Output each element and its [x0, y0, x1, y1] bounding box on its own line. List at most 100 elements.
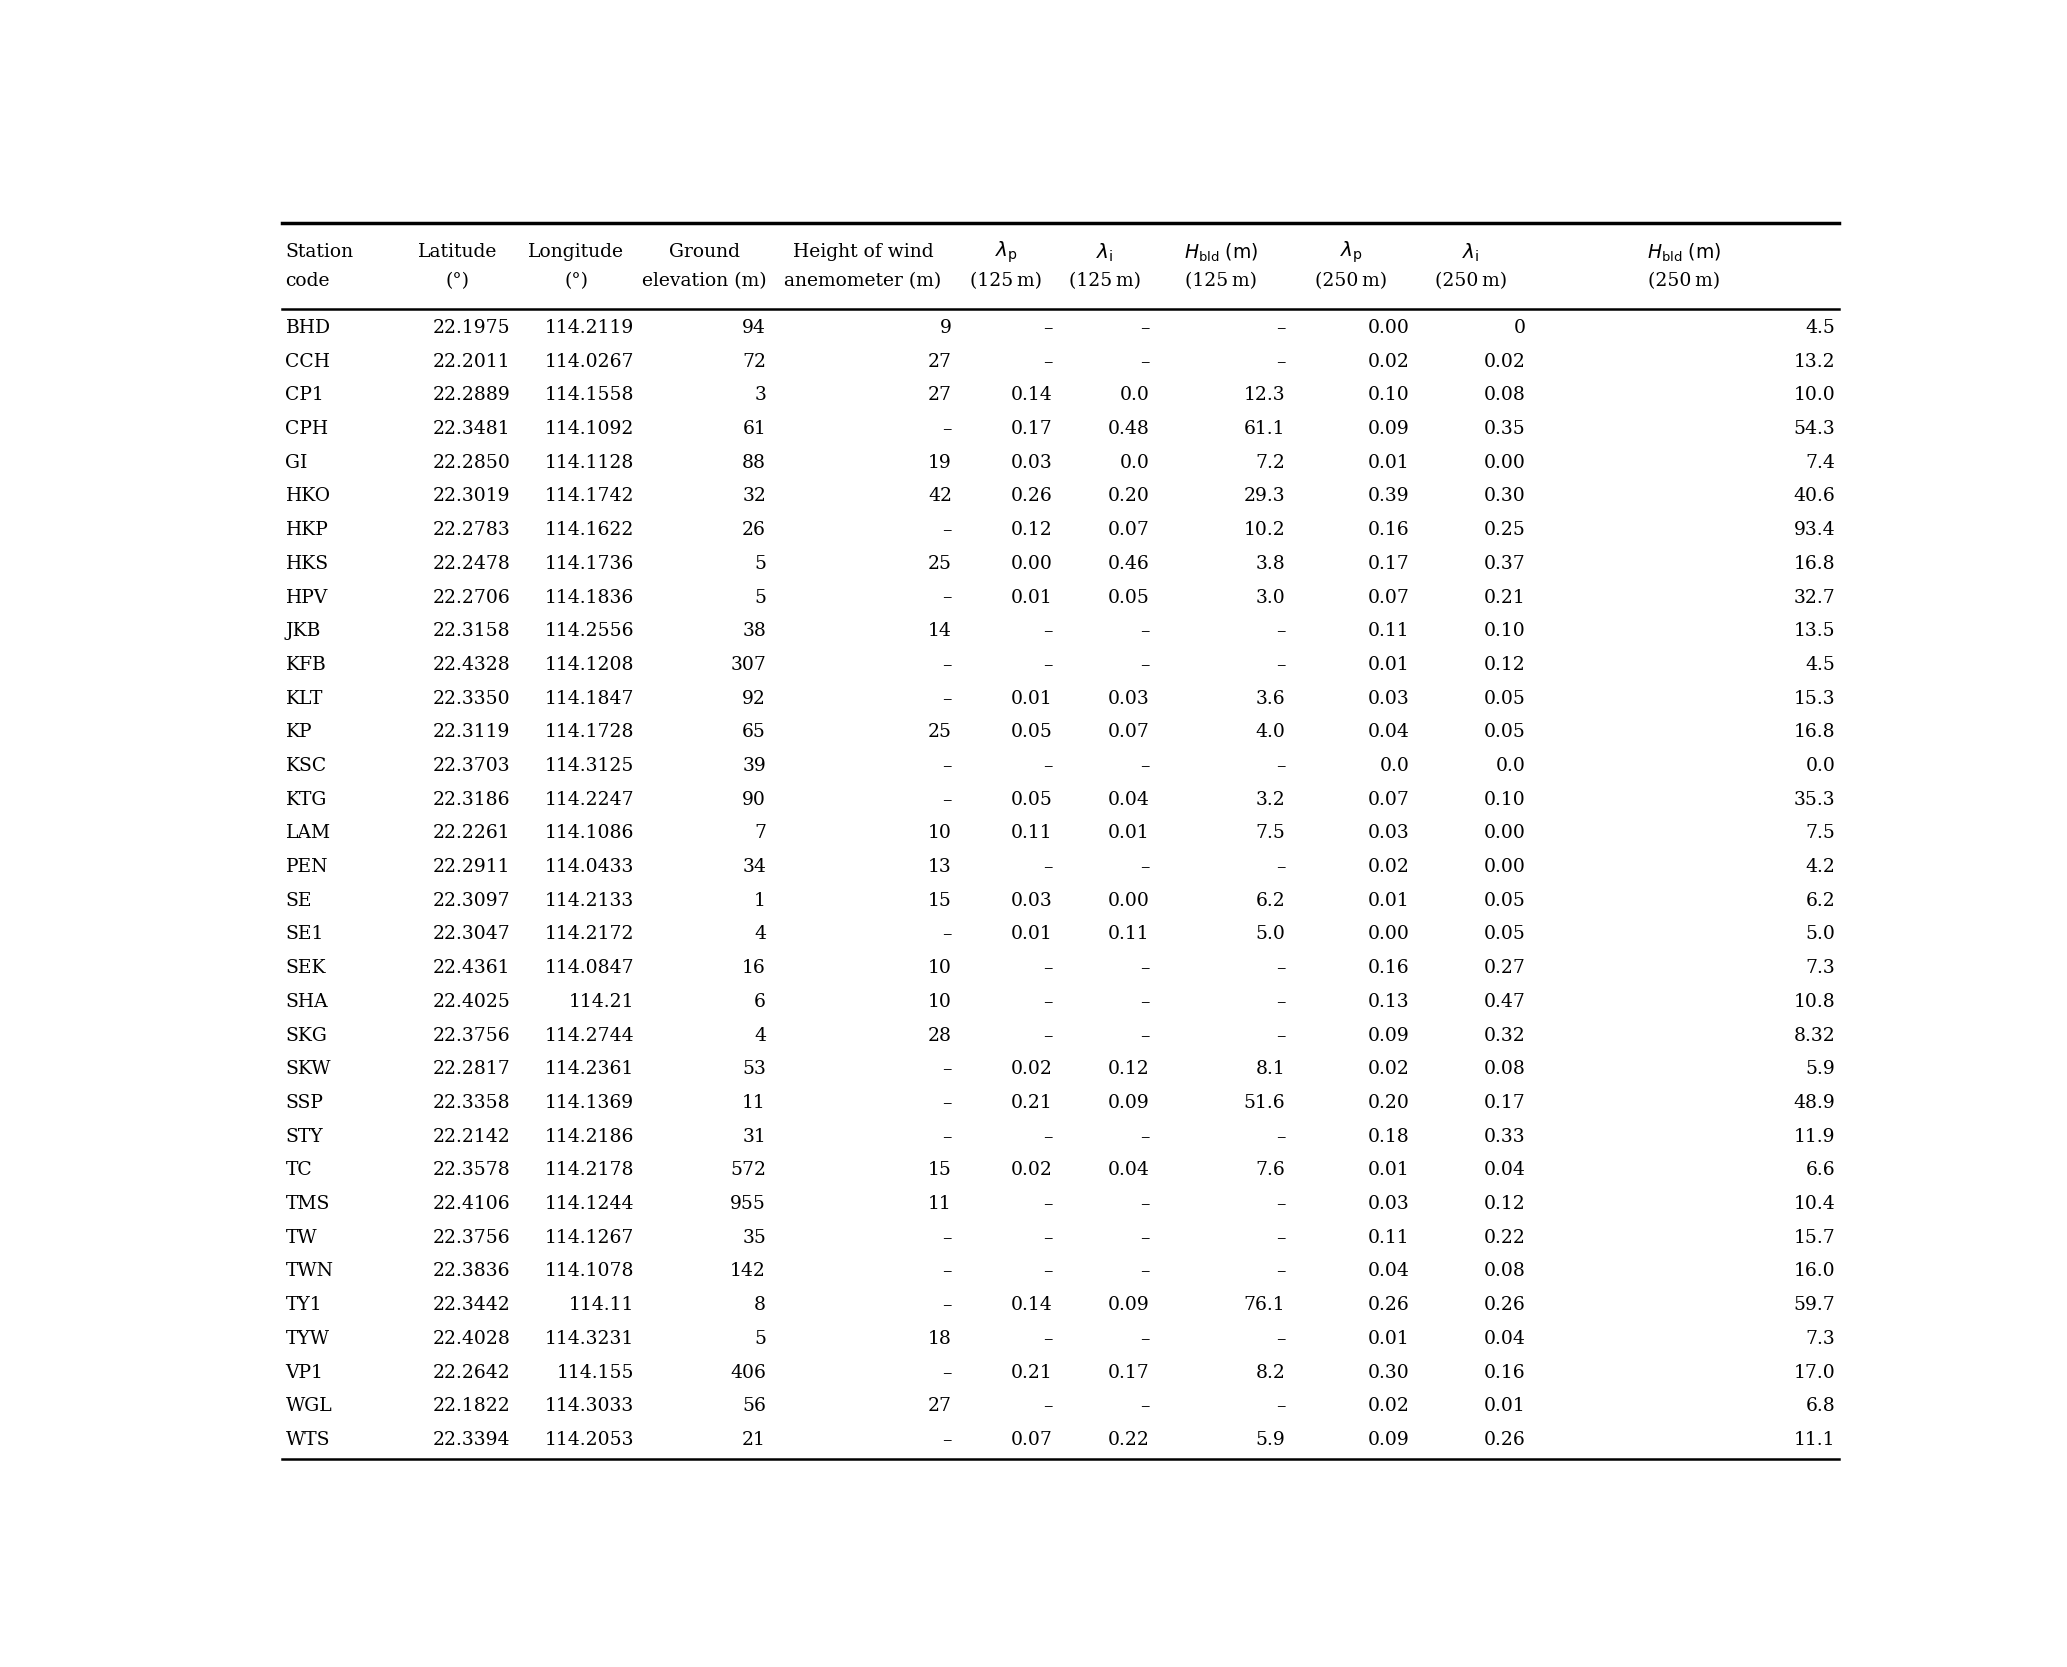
Text: –: –: [1044, 1127, 1052, 1145]
Text: 0.20: 0.20: [1368, 1094, 1410, 1112]
Text: –: –: [943, 1094, 953, 1112]
Text: 17.0: 17.0: [1794, 1364, 1835, 1382]
Text: –: –: [1044, 959, 1052, 977]
Text: –: –: [943, 655, 953, 673]
Text: 0.0: 0.0: [1497, 757, 1525, 775]
Text: 0.17: 0.17: [1108, 1364, 1149, 1382]
Text: 13.2: 13.2: [1794, 353, 1835, 370]
Text: 22.3158: 22.3158: [432, 622, 511, 640]
Text: 32.7: 32.7: [1794, 588, 1835, 607]
Text: 61: 61: [742, 420, 767, 438]
Text: (°): (°): [446, 272, 469, 290]
Text: 34: 34: [742, 859, 767, 877]
Text: 0.26: 0.26: [1484, 1430, 1525, 1449]
Text: 48.9: 48.9: [1794, 1094, 1835, 1112]
Text: 22.4328: 22.4328: [432, 655, 511, 673]
Text: 0.09: 0.09: [1108, 1297, 1149, 1314]
Text: 9: 9: [940, 318, 953, 337]
Text: HKS: HKS: [285, 555, 329, 573]
Text: 26: 26: [742, 522, 767, 538]
Text: 114.2178: 114.2178: [546, 1162, 635, 1179]
Text: 114.2247: 114.2247: [544, 790, 635, 808]
Text: KFB: KFB: [285, 655, 327, 673]
Text: 4.2: 4.2: [1807, 859, 1835, 877]
Text: 6.6: 6.6: [1807, 1162, 1835, 1179]
Text: $\lambda_\mathrm{p}$: $\lambda_\mathrm{p}$: [1339, 240, 1362, 265]
Text: 0.17: 0.17: [1011, 420, 1052, 438]
Text: –: –: [1275, 1195, 1286, 1214]
Text: 90: 90: [742, 790, 767, 808]
Text: CPH: CPH: [285, 420, 329, 438]
Text: 59.7: 59.7: [1794, 1297, 1835, 1314]
Text: SHA: SHA: [285, 994, 329, 1010]
Text: 955: 955: [730, 1195, 767, 1214]
Text: 32: 32: [742, 487, 767, 505]
Text: 5: 5: [754, 1330, 767, 1349]
Text: 10.8: 10.8: [1794, 994, 1835, 1010]
Text: 11: 11: [928, 1195, 953, 1214]
Text: 22.4028: 22.4028: [432, 1330, 511, 1349]
Text: WTS: WTS: [285, 1430, 331, 1449]
Text: –: –: [1275, 1027, 1286, 1045]
Text: 114.3231: 114.3231: [546, 1330, 635, 1349]
Text: SE1: SE1: [285, 925, 325, 944]
Text: 0.30: 0.30: [1368, 1364, 1410, 1382]
Text: 0.26: 0.26: [1484, 1297, 1525, 1314]
Text: 0.00: 0.00: [1011, 555, 1052, 573]
Text: 0.12: 0.12: [1484, 1195, 1525, 1214]
Text: 0.10: 0.10: [1368, 387, 1410, 405]
Text: 0.01: 0.01: [1011, 690, 1052, 707]
Text: 0.01: 0.01: [1368, 655, 1410, 673]
Text: –: –: [1044, 622, 1052, 640]
Text: 0.18: 0.18: [1368, 1127, 1410, 1145]
Text: 0.16: 0.16: [1484, 1364, 1525, 1382]
Text: 0.33: 0.33: [1484, 1127, 1525, 1145]
Text: 7.4: 7.4: [1807, 453, 1835, 472]
Text: 114.1742: 114.1742: [546, 487, 635, 505]
Text: 16.8: 16.8: [1794, 555, 1835, 573]
Text: 0.11: 0.11: [1368, 622, 1410, 640]
Text: –: –: [1275, 1330, 1286, 1349]
Text: 51.6: 51.6: [1244, 1094, 1286, 1112]
Text: –: –: [1275, 1397, 1286, 1415]
Text: 22.2817: 22.2817: [432, 1060, 511, 1079]
Text: –: –: [1275, 959, 1286, 977]
Text: –: –: [1141, 1262, 1149, 1280]
Text: (250 m): (250 m): [1434, 272, 1507, 290]
Text: 0.26: 0.26: [1011, 487, 1052, 505]
Text: 22.2478: 22.2478: [432, 555, 511, 573]
Text: 0.01: 0.01: [1368, 892, 1410, 910]
Text: 15: 15: [928, 1162, 953, 1179]
Text: 0.01: 0.01: [1108, 825, 1149, 842]
Text: 25: 25: [928, 555, 953, 573]
Text: 0.05: 0.05: [1484, 925, 1525, 944]
Text: 114.2361: 114.2361: [546, 1060, 635, 1079]
Text: 13.5: 13.5: [1794, 622, 1835, 640]
Text: anemometer (m): anemometer (m): [783, 272, 940, 290]
Text: 0.04: 0.04: [1368, 1262, 1410, 1280]
Text: TWN: TWN: [285, 1262, 333, 1280]
Text: 27: 27: [928, 387, 953, 405]
Text: 11.9: 11.9: [1794, 1127, 1835, 1145]
Text: 0.02: 0.02: [1368, 1060, 1410, 1079]
Text: 72: 72: [742, 353, 767, 370]
Text: 61.1: 61.1: [1244, 420, 1286, 438]
Text: 0.07: 0.07: [1108, 522, 1149, 538]
Text: 0.04: 0.04: [1484, 1162, 1525, 1179]
Text: –: –: [1044, 1027, 1052, 1045]
Text: $H_\mathrm{bld}$ (m): $H_\mathrm{bld}$ (m): [1184, 242, 1259, 263]
Text: –: –: [1141, 1127, 1149, 1145]
Text: 0.07: 0.07: [1011, 1430, 1052, 1449]
Text: 22.2911: 22.2911: [432, 859, 511, 877]
Text: 0.14: 0.14: [1011, 387, 1052, 405]
Text: 53: 53: [742, 1060, 767, 1079]
Text: $\lambda_\mathrm{i}$: $\lambda_\mathrm{i}$: [1096, 242, 1114, 263]
Text: 0.16: 0.16: [1368, 959, 1410, 977]
Text: 21: 21: [742, 1430, 767, 1449]
Text: 0.03: 0.03: [1011, 453, 1052, 472]
Text: 0.11: 0.11: [1011, 825, 1052, 842]
Text: –: –: [943, 1127, 953, 1145]
Text: STY: STY: [285, 1127, 322, 1145]
Text: 0.21: 0.21: [1484, 588, 1525, 607]
Text: 0.47: 0.47: [1484, 994, 1525, 1010]
